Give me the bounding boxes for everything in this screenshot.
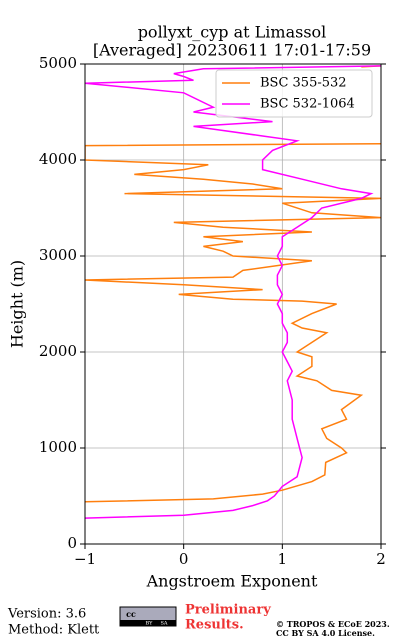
legend-box — [215, 69, 373, 118]
y-tick-label: 0 — [67, 534, 77, 552]
method: Method: Klett — [8, 623, 100, 638]
x-tick-label: −1 — [74, 550, 96, 568]
chart-title: pollyxt_cyp at Limassol — [138, 23, 327, 42]
plot-frame — [84, 63, 382, 545]
version: Version: 3.6 — [7, 607, 86, 622]
x-tick-label: 0 — [179, 550, 189, 568]
license: CC BY SA 4.0 License. — [276, 628, 375, 638]
y-tick-label: 2000 — [39, 342, 77, 360]
cc-badge-band — [120, 620, 176, 626]
y-tick-label: 3000 — [39, 246, 77, 264]
x-axis-label: Angstroem Exponent — [146, 572, 318, 591]
x-tick-label: 1 — [278, 550, 288, 568]
y-tick-label: 4000 — [39, 150, 77, 168]
legend-label: BSC 532-1064 — [260, 97, 355, 112]
y-tick-label: 5000 — [39, 54, 77, 72]
preliminary: Results. — [185, 618, 244, 633]
chart-subtitle: [Averaged] 20230611 17:01-17:59 — [93, 41, 371, 60]
cc-sa: SA — [160, 621, 167, 627]
cc-by: BY — [146, 621, 154, 627]
preliminary: Preliminary — [185, 603, 271, 618]
license: © TROPOS & ECoE 2023. — [276, 619, 390, 629]
x-tick-label: 2 — [376, 550, 386, 568]
cc-icon: cc — [126, 609, 136, 619]
y-tick-label: 1000 — [39, 438, 77, 456]
legend-label: BSC 355-532 — [260, 76, 347, 91]
y-axis-label: Height (m) — [8, 260, 27, 348]
